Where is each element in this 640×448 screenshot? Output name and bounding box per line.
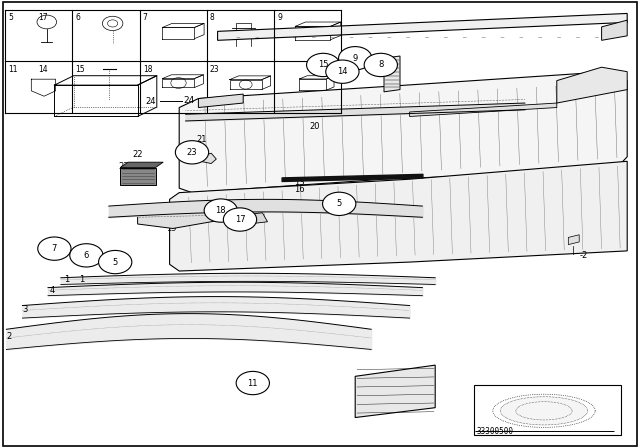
Text: 6: 6 [84,251,89,260]
Polygon shape [198,94,243,108]
Text: 3: 3 [22,305,28,314]
Circle shape [38,237,71,260]
Text: 5: 5 [113,258,118,267]
Text: 14: 14 [337,67,348,76]
Text: 14: 14 [38,65,48,74]
Text: 11: 11 [248,379,258,388]
Polygon shape [210,207,234,215]
Polygon shape [568,235,579,245]
Polygon shape [138,202,224,228]
Text: 33300500: 33300500 [476,427,513,436]
Circle shape [236,371,269,395]
Text: 8: 8 [378,60,383,69]
Text: 1: 1 [64,275,69,284]
Text: 15: 15 [76,65,85,74]
Text: 18: 18 [143,65,152,74]
Circle shape [307,53,340,77]
Text: 22: 22 [118,162,129,171]
Text: 23: 23 [210,65,220,74]
Text: 19: 19 [166,224,177,233]
Text: 21: 21 [196,135,207,144]
Circle shape [364,53,397,77]
Text: 17: 17 [38,13,48,22]
Text: 18: 18 [216,206,226,215]
Polygon shape [227,213,268,226]
Circle shape [175,141,209,164]
Circle shape [326,60,359,83]
Circle shape [99,250,132,274]
Text: 13: 13 [294,178,305,187]
Text: 11: 11 [8,65,18,74]
Polygon shape [384,56,400,92]
Polygon shape [355,365,435,418]
Polygon shape [170,161,627,271]
Polygon shape [200,153,216,164]
Polygon shape [120,162,163,168]
Text: 20: 20 [310,122,320,131]
Bar [474,385,621,435]
Polygon shape [602,20,627,40]
Circle shape [70,244,103,267]
Text: 7: 7 [52,244,57,253]
Text: -2: -2 [580,251,588,260]
Text: 6: 6 [76,13,81,22]
Text: 9: 9 [353,54,358,63]
Text: 5: 5 [337,199,342,208]
Text: 8: 8 [210,13,214,22]
Text: 15: 15 [318,60,328,69]
Text: 4: 4 [49,286,54,295]
Circle shape [223,208,257,231]
Text: 23: 23 [187,148,197,157]
Text: 5: 5 [8,13,13,22]
Text: 7: 7 [143,13,148,22]
Text: 10: 10 [388,381,399,390]
Bar [120,168,156,185]
Circle shape [323,192,356,215]
Text: 24: 24 [145,97,156,106]
Text: 17: 17 [235,215,245,224]
Text: 9: 9 [277,13,282,22]
Text: 24: 24 [184,96,195,105]
Text: 2: 2 [6,332,12,341]
Polygon shape [179,72,627,193]
Polygon shape [557,67,627,103]
Polygon shape [410,103,557,116]
Text: 16: 16 [294,185,305,194]
Text: 22: 22 [132,151,143,159]
Polygon shape [218,13,627,40]
Polygon shape [500,397,588,425]
Text: 1: 1 [79,275,84,284]
Circle shape [339,47,372,70]
Circle shape [204,199,237,222]
